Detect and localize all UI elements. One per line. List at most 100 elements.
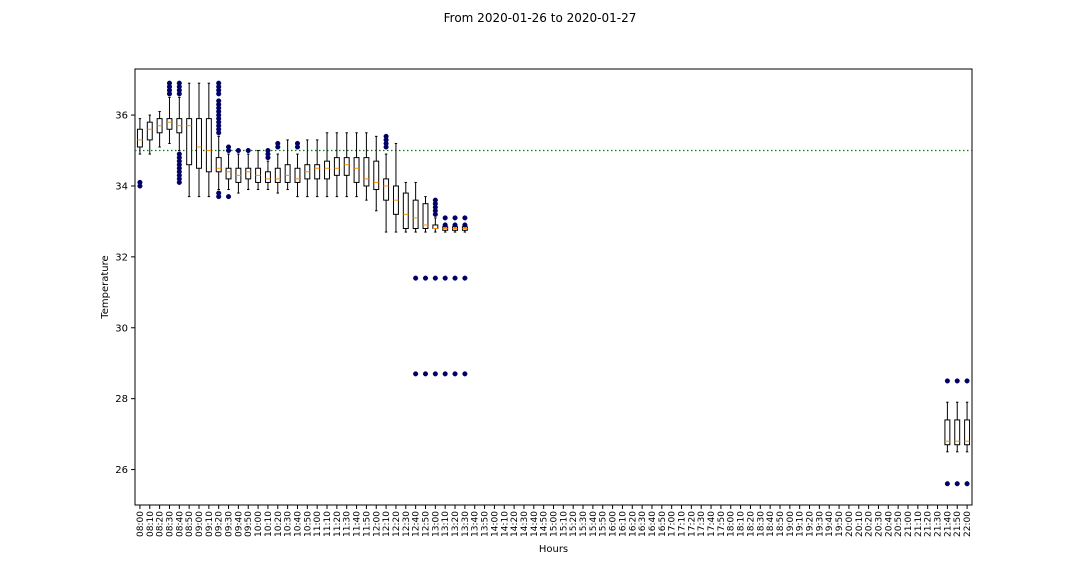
outlier-point [225, 144, 232, 150]
box-body [964, 419, 971, 446]
outlier-point [954, 481, 960, 487]
box-1110 [324, 132, 330, 198]
x-tick-label: 17:50 [717, 511, 727, 537]
x-tick-label: 12:50 [421, 511, 431, 537]
box-2150 [954, 378, 961, 487]
x-tick-label: 21:20 [924, 511, 934, 537]
box-body [333, 157, 340, 176]
x-tick-label: 12:10 [382, 511, 392, 537]
box-0810 [146, 114, 153, 155]
box-0820 [156, 111, 163, 148]
x-tick-label: 20:20 [865, 511, 875, 537]
box-body [314, 164, 321, 180]
x-tick-label: 10:20 [274, 511, 284, 537]
box-body [245, 167, 252, 180]
x-tick-label: 15:30 [579, 511, 589, 537]
y-axis-label: Temperature [100, 255, 111, 319]
x-tick-label: 15:40 [589, 511, 599, 537]
x-tick-label: 21:50 [953, 511, 963, 537]
box-1230 [402, 181, 409, 233]
outlier-point [294, 140, 301, 146]
box-0840 [176, 80, 183, 185]
outlier-point [432, 371, 438, 377]
outlier-point [225, 194, 232, 200]
outlier-point [432, 275, 438, 281]
x-tick-label: 17:20 [687, 511, 697, 537]
outlier-point [452, 215, 458, 221]
outlier-point [166, 80, 173, 86]
box-body [294, 167, 301, 183]
x-tick-label: 09:00 [195, 511, 205, 537]
x-tick-label: 18:30 [756, 511, 766, 537]
x-tick-label: 18:20 [746, 511, 756, 537]
box-1300 [432, 197, 439, 377]
box-0920 [215, 80, 222, 200]
outlier-point [176, 151, 182, 157]
box-1010 [264, 147, 271, 191]
outlier-point [442, 215, 448, 221]
outlier-point [964, 481, 970, 487]
x-tick-label: 14:00 [490, 511, 500, 537]
x-tick-label: 11:40 [353, 511, 363, 537]
box-body [422, 203, 429, 230]
x-tick-label: 09:30 [225, 511, 235, 537]
y-tick-label: 26 [115, 465, 128, 476]
x-tick-label: 10:10 [264, 511, 274, 537]
x-tick-label: 21:30 [934, 511, 944, 537]
x-tick-label: 17:10 [678, 511, 688, 537]
x-tick-label: 14:20 [510, 511, 520, 537]
x-tick-label: 15:20 [569, 511, 579, 537]
x-tick-label: 10:30 [284, 511, 294, 537]
x-tick-label: 16:00 [609, 511, 619, 537]
outlier-point [275, 140, 281, 146]
box-body [205, 118, 212, 173]
box-1320 [452, 215, 458, 377]
y-tick-label: 34 [115, 181, 128, 192]
outlier-point [265, 147, 271, 154]
x-tick-label: 09:50 [244, 511, 254, 537]
outlier-point [422, 371, 429, 377]
outlier-point [422, 275, 429, 281]
box-0850 [186, 82, 193, 198]
x-tick-label: 08:10 [146, 511, 156, 537]
box-body [432, 224, 439, 230]
box-0940 [235, 147, 242, 194]
box-1100 [314, 139, 321, 198]
x-tick-label: 13:10 [441, 511, 451, 537]
box-body [196, 118, 202, 169]
box-1150 [363, 132, 370, 201]
plot-area: 26 28 30 32 34 36 08:00 08:10 08:20 08:30 08:40 08:… [115, 68, 973, 537]
box-1330 [461, 215, 468, 377]
x-tick-label: 18:50 [776, 511, 786, 537]
box-1030 [284, 139, 291, 191]
x-tick-label: 08:50 [185, 511, 195, 537]
box-1200 [373, 135, 380, 212]
x-tick-label: 13:00 [431, 511, 441, 537]
x-tick-label: 20:30 [874, 511, 884, 537]
x-tick-label: 13:30 [461, 511, 471, 537]
x-tick-label: 16:50 [658, 511, 668, 537]
box-0800 [136, 118, 143, 189]
x-tick-label: 18:00 [727, 511, 737, 537]
outlier-point [944, 481, 950, 487]
outlier-point [452, 371, 458, 377]
x-tick-label: 14:10 [500, 511, 510, 537]
x-tick-label: 15:50 [599, 511, 609, 537]
outlier-point [216, 98, 222, 104]
x-tick-label: 22:00 [963, 511, 973, 537]
x-tick-label: 18:10 [737, 511, 747, 537]
x-tick-label: 10:40 [293, 511, 303, 537]
box-body [215, 157, 222, 173]
outlier-point [235, 147, 241, 154]
outlier-point [964, 378, 970, 384]
x-tick-label: 09:10 [205, 511, 215, 537]
y-tick-label: 36 [115, 111, 128, 122]
outlier-point [216, 190, 222, 196]
y-tick-label: 30 [115, 323, 128, 334]
box-body [363, 157, 370, 187]
x-tick-label: 15:10 [559, 511, 569, 537]
x-tick-label: 08:20 [156, 511, 166, 537]
x-tick-label: 19:10 [796, 511, 806, 537]
box-body [373, 160, 380, 191]
